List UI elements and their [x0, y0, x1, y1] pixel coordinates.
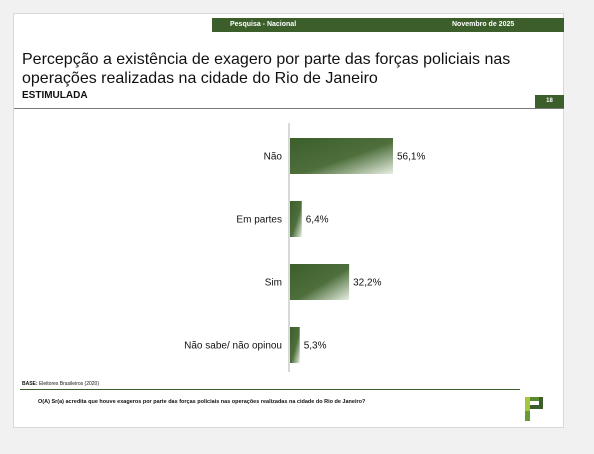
bar-3	[290, 327, 300, 363]
category-label: Sim	[265, 278, 282, 289]
bar-2	[290, 264, 350, 300]
page-number-badge: 18	[535, 95, 564, 108]
header-bar: Pesquisa - Nacional Novembro de 2025	[212, 18, 564, 32]
base-label: BASE:	[22, 381, 38, 387]
base-text: Eleitores Brasileiros (2020)	[38, 381, 99, 387]
value-label: 6,4%	[306, 215, 329, 226]
base-note: BASE: Eleitores Brasileiros (2020)	[22, 381, 99, 387]
survey-question: O(A) Sr(a) acredita que houve exageros p…	[38, 399, 366, 405]
value-label: 56,1%	[397, 152, 425, 163]
date-label: Novembro de 2025	[452, 21, 515, 28]
category-label: Não sabe/ não opinou	[184, 341, 282, 352]
brand-logo-icon	[525, 397, 543, 421]
category-label: Em partes	[236, 215, 282, 226]
footer-divider	[20, 389, 520, 390]
chart-marks: Não 56,1% Em partes 6,4% Sim 32,2% Não sabe/ n…	[184, 138, 425, 363]
value-label: 5,3%	[304, 341, 327, 352]
page-subtitle: ESTIMULADA	[22, 90, 88, 101]
bar-1	[290, 201, 302, 237]
bar-0	[290, 138, 393, 174]
survey-label: Pesquisa - Nacional	[230, 21, 297, 28]
value-label: 32,2%	[353, 278, 381, 289]
header-divider	[14, 108, 564, 109]
page-title: Percepção a existência de exagero por pa…	[22, 51, 511, 87]
category-label: Não	[264, 152, 283, 163]
